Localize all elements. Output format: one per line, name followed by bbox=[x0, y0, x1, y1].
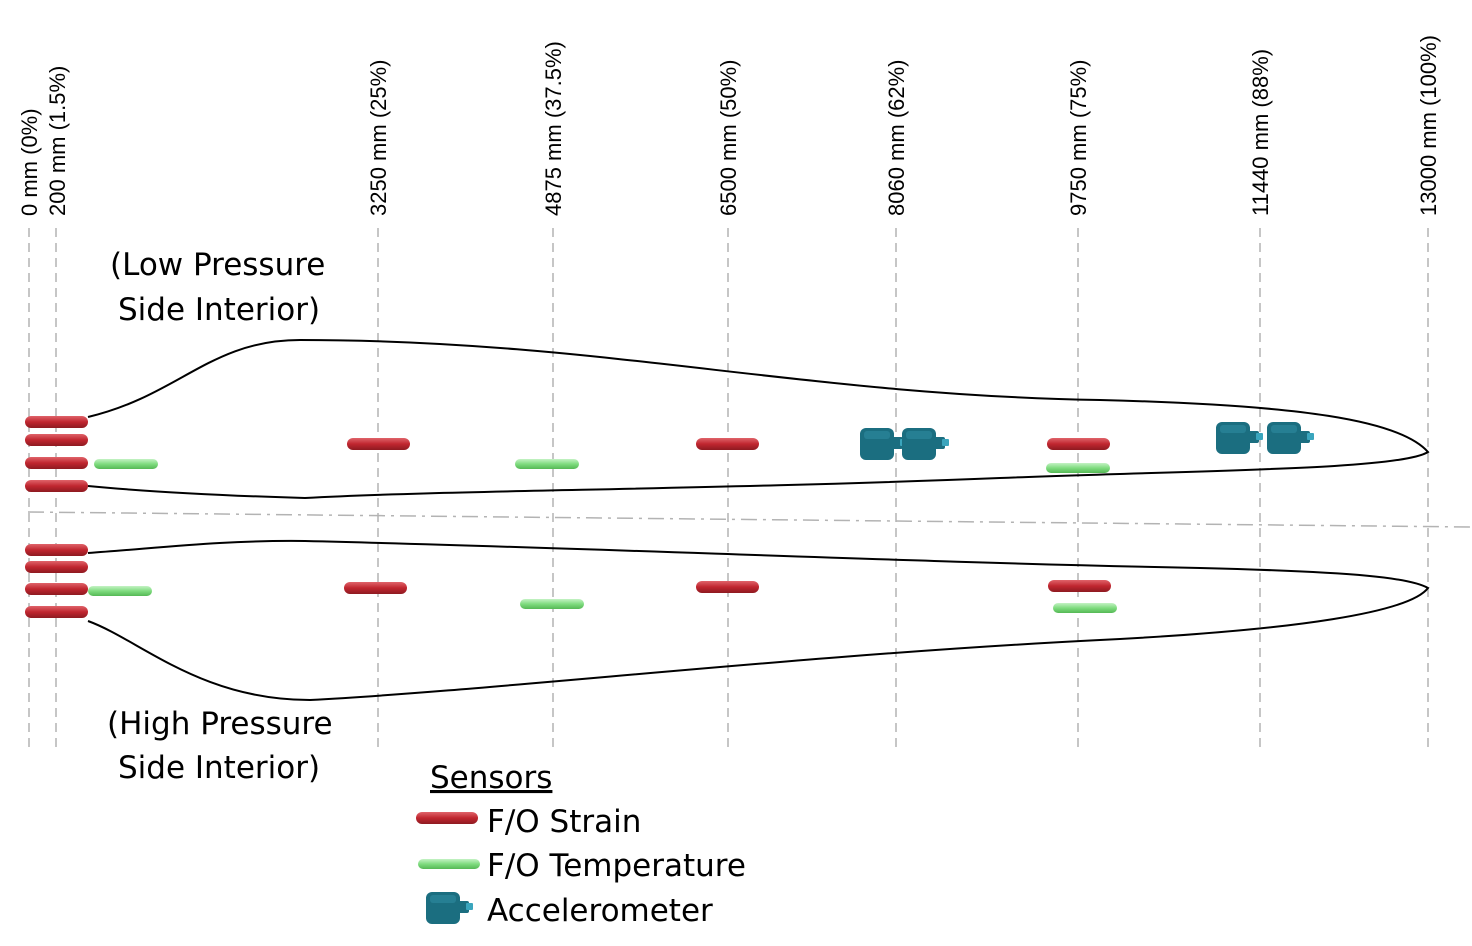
strain-sensor bbox=[25, 480, 88, 492]
accelerometer-icon bbox=[860, 428, 907, 460]
strain-sensors bbox=[25, 416, 1111, 618]
station-label: 9750 mm (75%) bbox=[1066, 59, 1091, 216]
strain-sensor bbox=[696, 438, 759, 450]
high-pressure-side-label-line2: Side Interior) bbox=[118, 750, 320, 786]
legend-title: Sensors bbox=[430, 760, 552, 796]
legend-accelerometer-label: Accelerometer bbox=[487, 893, 713, 929]
temperature-sensor bbox=[1046, 463, 1110, 473]
legend-accelerometer-icon bbox=[426, 892, 473, 924]
strain-sensor bbox=[344, 582, 407, 594]
station-label: 11440 mm (88%) bbox=[1248, 49, 1273, 216]
low-pressure-blade-outline bbox=[87, 338, 1430, 500]
station-label: 200 mm (1.5%) bbox=[45, 66, 70, 216]
low-pressure-side-label-line2: Side Interior) bbox=[118, 292, 320, 328]
temperature-sensor bbox=[515, 459, 579, 469]
station-labels: 0 mm (0%) 200 mm (1.5%) 3250 mm (25%) 48… bbox=[17, 35, 1441, 216]
strain-sensor bbox=[25, 544, 88, 556]
legend: Sensors F/O Strain F/O Temperature Accel… bbox=[416, 760, 746, 929]
accelerometer-icon bbox=[1216, 422, 1263, 454]
strain-sensor bbox=[25, 434, 88, 446]
station-label: 8060 mm (62%) bbox=[884, 59, 909, 216]
legend-temperature-label: F/O Temperature bbox=[487, 848, 746, 884]
temperature-sensor bbox=[94, 459, 158, 469]
strain-sensor bbox=[25, 457, 88, 469]
station-label: 13000 mm (100%) bbox=[1416, 35, 1441, 216]
temperature-sensor bbox=[1053, 603, 1117, 613]
strain-sensor bbox=[1047, 438, 1110, 450]
station-label: 4875 mm (37.5%) bbox=[541, 41, 566, 216]
station-label: 6500 mm (50%) bbox=[716, 59, 741, 216]
center-axis-line bbox=[27, 511, 1471, 528]
legend-strain-label: F/O Strain bbox=[487, 804, 641, 840]
strain-sensor bbox=[347, 438, 410, 450]
high-pressure-side-label-line1: (High Pressure bbox=[107, 706, 333, 742]
strain-sensor bbox=[25, 561, 88, 573]
temperature-sensor bbox=[88, 586, 152, 596]
legend-strain-swatch bbox=[416, 812, 478, 824]
accelerometer-icon bbox=[1267, 422, 1314, 454]
low-pressure-side-label-line1: (Low Pressure bbox=[110, 247, 325, 283]
legend-temperature-swatch bbox=[418, 859, 480, 869]
strain-sensor bbox=[25, 606, 88, 618]
strain-sensor bbox=[696, 581, 759, 593]
temperature-sensor bbox=[520, 599, 584, 609]
station-label: 0 mm (0%) bbox=[17, 108, 42, 216]
strain-sensor bbox=[1048, 580, 1111, 592]
high-pressure-blade-outline bbox=[87, 539, 1430, 702]
strain-sensor bbox=[25, 583, 88, 595]
temperature-sensors bbox=[88, 459, 1117, 613]
station-label: 3250 mm (25%) bbox=[366, 59, 391, 216]
strain-sensor bbox=[25, 416, 88, 428]
accelerometer-icon bbox=[902, 428, 949, 460]
